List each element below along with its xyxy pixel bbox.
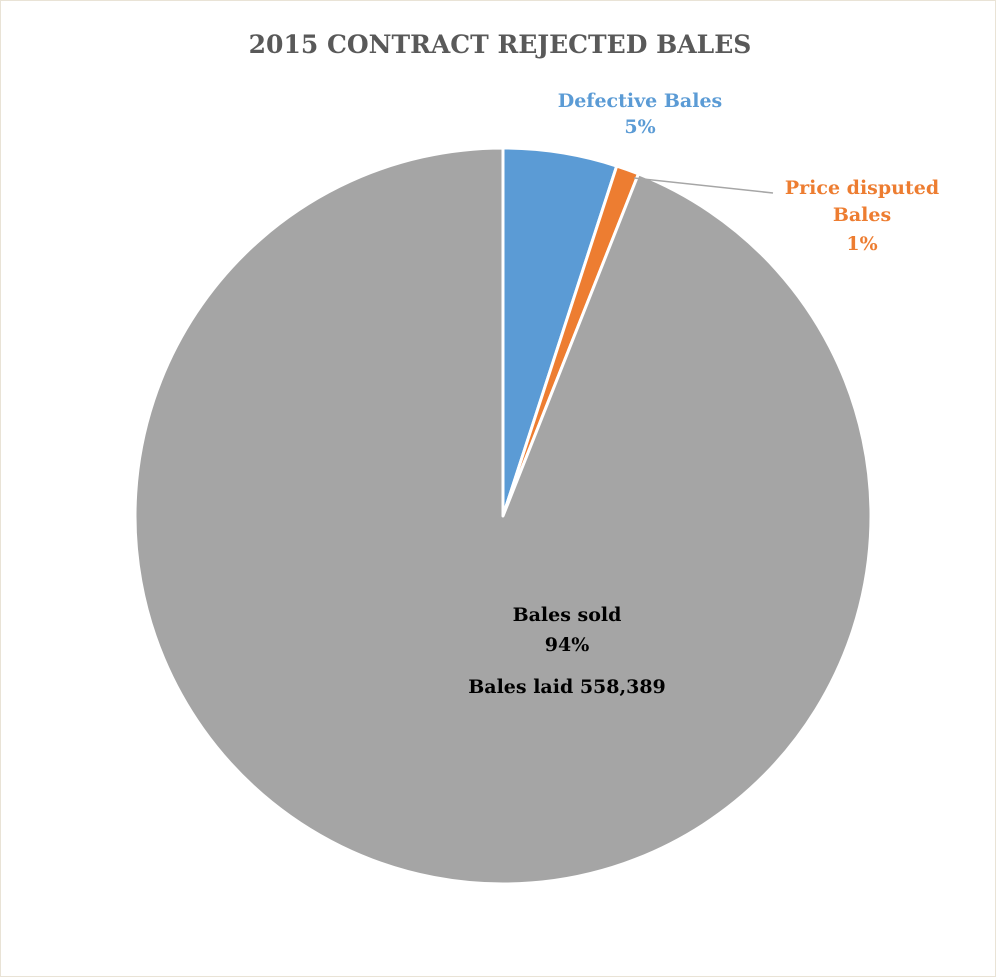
pie-slice-bales-sold [133,146,873,886]
slice-label-price-disputed-line2: Bales [833,204,891,226]
price-disputed-leader-line [633,177,774,194]
slice-pct-bales-sold: 94% [545,634,590,656]
bales-laid-annotation: Bales laid 558,389 [468,676,666,698]
pie-slices [133,146,873,886]
chart-title: 2015 CONTRACT REJECTED BALES [248,30,752,59]
slice-label-bales-sold: Bales sold [513,604,622,626]
slice-label-defective-bales: Defective Bales [558,90,723,112]
slice-pct-defective-bales: 5% [624,116,655,138]
slice-label-price-disputed-line1: Price disputed [785,177,939,199]
slice-pct-price-disputed: 1% [846,233,877,255]
